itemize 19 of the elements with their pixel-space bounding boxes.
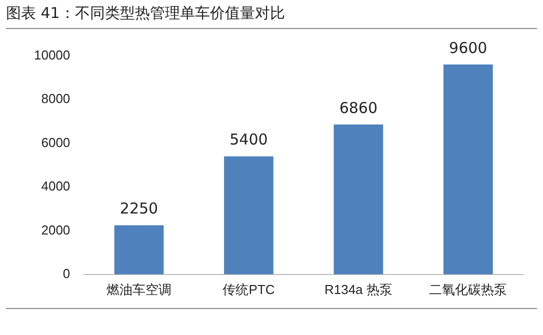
- y-tick-label: 4000: [41, 178, 70, 194]
- x-tick-label: 燃油车空调: [106, 282, 172, 297]
- bar: [334, 124, 384, 274]
- y-tick-label: 6000: [41, 134, 70, 150]
- y-tick-label: 8000: [41, 91, 70, 106]
- bar: [224, 156, 274, 274]
- y-tick-label: 0: [62, 266, 70, 281]
- x-tick-label: 二氧化碳热泵: [429, 282, 508, 297]
- chart-title: 图表 41：不同类型热管理单车价值量对比: [6, 4, 537, 29]
- y-tick-label: 2000: [41, 222, 70, 238]
- y-tick-label: 10000: [34, 47, 70, 62]
- data-label: 2250: [120, 200, 158, 218]
- x-tick-label: 传统PTC: [222, 282, 275, 297]
- data-label: 9600: [449, 38, 488, 57]
- bar: [443, 64, 493, 274]
- data-label: 5400: [230, 130, 268, 149]
- data-label: 6860: [339, 98, 378, 117]
- x-tick-label: R134a 热泵: [324, 282, 392, 297]
- bar: [114, 225, 164, 274]
